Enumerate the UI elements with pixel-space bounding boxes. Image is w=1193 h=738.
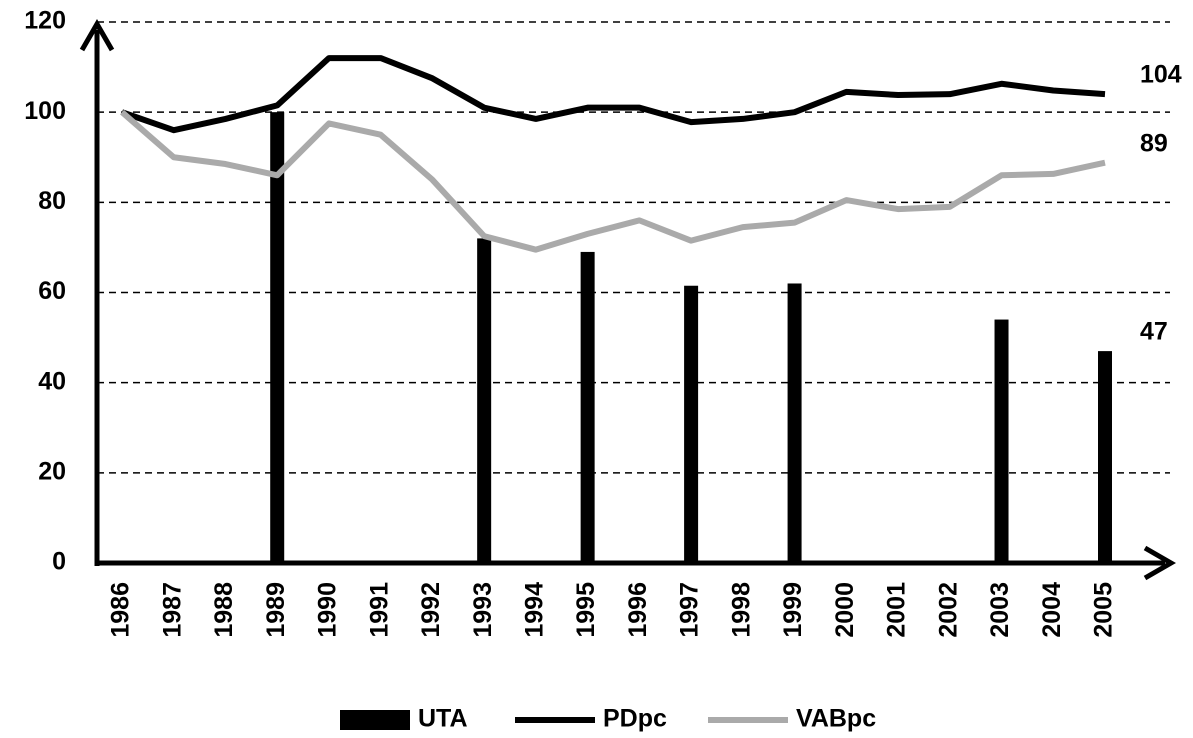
y-tick-label: 100 bbox=[24, 97, 66, 125]
x-tick-label: 2000 bbox=[831, 582, 859, 638]
x-tick-label: 1989 bbox=[262, 582, 290, 638]
x-tick-label: 1998 bbox=[727, 582, 755, 638]
x-tick-label: 1987 bbox=[158, 582, 186, 638]
data-label: 47 bbox=[1140, 318, 1168, 346]
data-label: 104 bbox=[1140, 61, 1182, 89]
y-tick-label: 80 bbox=[38, 187, 66, 215]
line-series bbox=[120, 109, 1106, 253]
legend-label: UTA bbox=[418, 705, 468, 733]
x-tick-label: 2005 bbox=[1090, 582, 1118, 638]
bar bbox=[270, 112, 285, 564]
y-tick-label: 40 bbox=[38, 367, 66, 395]
x-tick-label: 2004 bbox=[1038, 582, 1066, 638]
x-tick-label: 1999 bbox=[779, 582, 807, 638]
x-tick-label: 1993 bbox=[469, 582, 497, 638]
x-tick-label: 1990 bbox=[314, 582, 342, 638]
y-tick-label: 120 bbox=[24, 7, 66, 35]
bar bbox=[684, 285, 699, 563]
x-tick-label: 1992 bbox=[417, 582, 445, 638]
legend-label: PDpc bbox=[603, 705, 667, 733]
legend-swatch bbox=[340, 710, 410, 730]
line-series bbox=[121, 55, 1106, 134]
x-tick-label: 1994 bbox=[521, 582, 549, 638]
x-tick-label: 1995 bbox=[572, 582, 600, 638]
x-tick-label: 1986 bbox=[107, 582, 135, 638]
data-label: 89 bbox=[1140, 129, 1168, 157]
x-tick-label: 2002 bbox=[934, 582, 962, 638]
y-tick-label: 20 bbox=[38, 457, 66, 485]
y-axis-arrow bbox=[79, 18, 115, 52]
bar bbox=[1098, 351, 1112, 563]
y-tick-label: 0 bbox=[52, 548, 66, 576]
y-tick-label: 60 bbox=[38, 277, 66, 305]
bar bbox=[787, 283, 802, 563]
legend-label: VABpc bbox=[796, 705, 876, 733]
x-tick-label: 1996 bbox=[624, 582, 652, 638]
bar bbox=[580, 251, 595, 564]
x-tick-label: 1997 bbox=[676, 582, 704, 638]
bar bbox=[994, 319, 1009, 563]
x-tick-label: 1991 bbox=[365, 582, 393, 638]
bar bbox=[477, 238, 492, 563]
x-tick-label: 1988 bbox=[210, 582, 238, 638]
x-tick-label: 2003 bbox=[986, 582, 1014, 638]
x-axis-arrow bbox=[1143, 545, 1177, 581]
x-tick-label: 2001 bbox=[883, 582, 911, 638]
